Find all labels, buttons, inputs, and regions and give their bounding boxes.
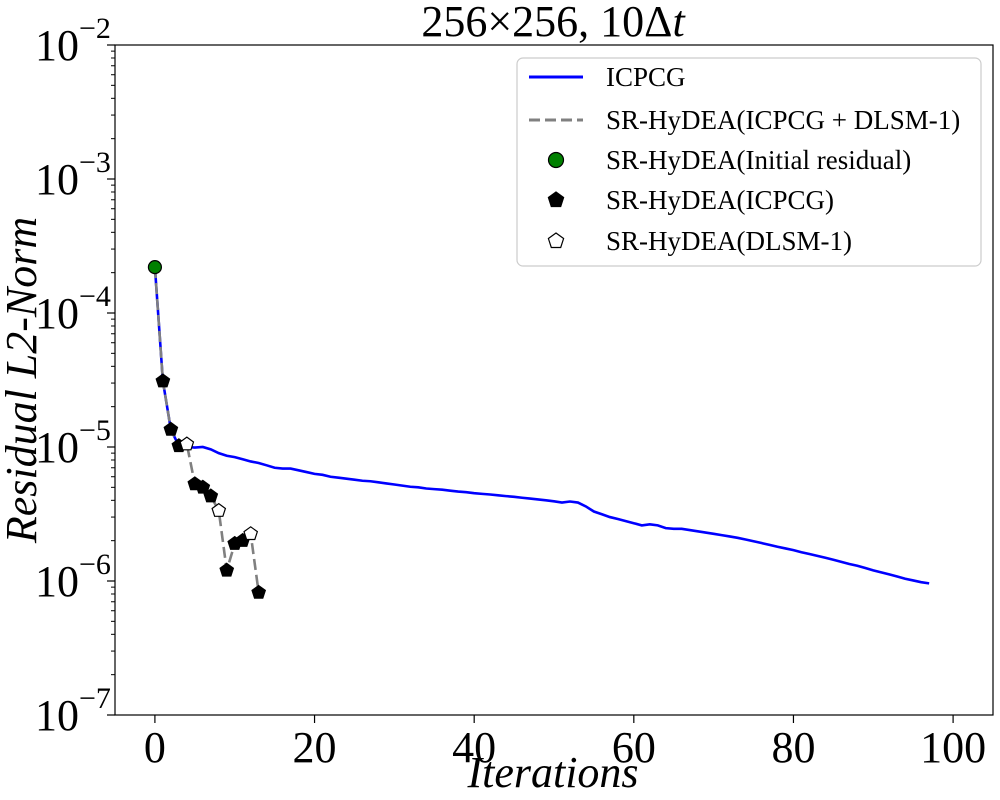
y-axis-title: Residual L2-Norm	[0, 217, 46, 544]
point-dlsm	[211, 502, 227, 517]
legend-label-initial: SR-HyDEA(Initial residual)	[606, 145, 911, 175]
y-tick-label: 10−3	[35, 146, 111, 204]
point-icpcg	[163, 421, 179, 436]
x-tick-label: 0	[144, 723, 166, 772]
point-icpcg	[203, 488, 219, 503]
point-icpcg	[251, 584, 267, 599]
x-tick-label: 100	[920, 723, 986, 772]
x-tick-label: 40	[452, 723, 496, 772]
y-tick-label: 10−7	[35, 682, 111, 740]
legend-label-icpcg-points: SR-HyDEA(ICPCG)	[606, 185, 834, 215]
plot-frame	[114, 44, 994, 716]
point-initial-residual	[147, 260, 163, 275]
legend-label-hybrid: SR-HyDEA(ICPCG + DLSM-1)	[606, 105, 960, 135]
y-tick-label: 10−2	[35, 12, 111, 70]
point-dlsm	[179, 436, 195, 451]
point-icpcg	[155, 373, 171, 388]
point-dlsm	[243, 526, 259, 541]
x-axis-title: Iterations	[466, 748, 638, 797]
point-icpcg	[219, 562, 235, 577]
legend-marker-dlsm-points	[547, 232, 565, 249]
legend-label-icpcg: ICPCG	[606, 62, 686, 92]
y-tick-label: 10−6	[35, 548, 111, 606]
y-tick-label: 10−5	[35, 414, 111, 472]
point-icpcg	[195, 479, 211, 494]
legend-label-dlsm-points: SR-HyDEA(DLSM-1)	[606, 226, 852, 256]
legend-box	[516, 57, 982, 267]
x-tick-label: 80	[771, 723, 815, 772]
lines-layer	[153, 267, 930, 593]
legend-marker-icpcg-points	[547, 191, 565, 208]
x-tick-label: 20	[293, 723, 337, 772]
chart-title: 256×256, 10Δt	[421, 0, 686, 46]
legend: ICPCG SR-HyDEA(ICPCG + DLSM-1) SR-HyDEA(…	[516, 57, 982, 267]
x-axis: 0 20 40 60 80 100	[144, 715, 986, 772]
y-tick-label: 10−4	[35, 280, 111, 338]
legend-marker-initial	[547, 151, 565, 169]
series-line-icpcg	[153, 267, 930, 585]
y-axis: 10−7 10−6 10−5 10−4 10−3 10−2	[35, 12, 115, 740]
markers-layer	[147, 260, 267, 599]
x-tick-label: 60	[612, 723, 656, 772]
